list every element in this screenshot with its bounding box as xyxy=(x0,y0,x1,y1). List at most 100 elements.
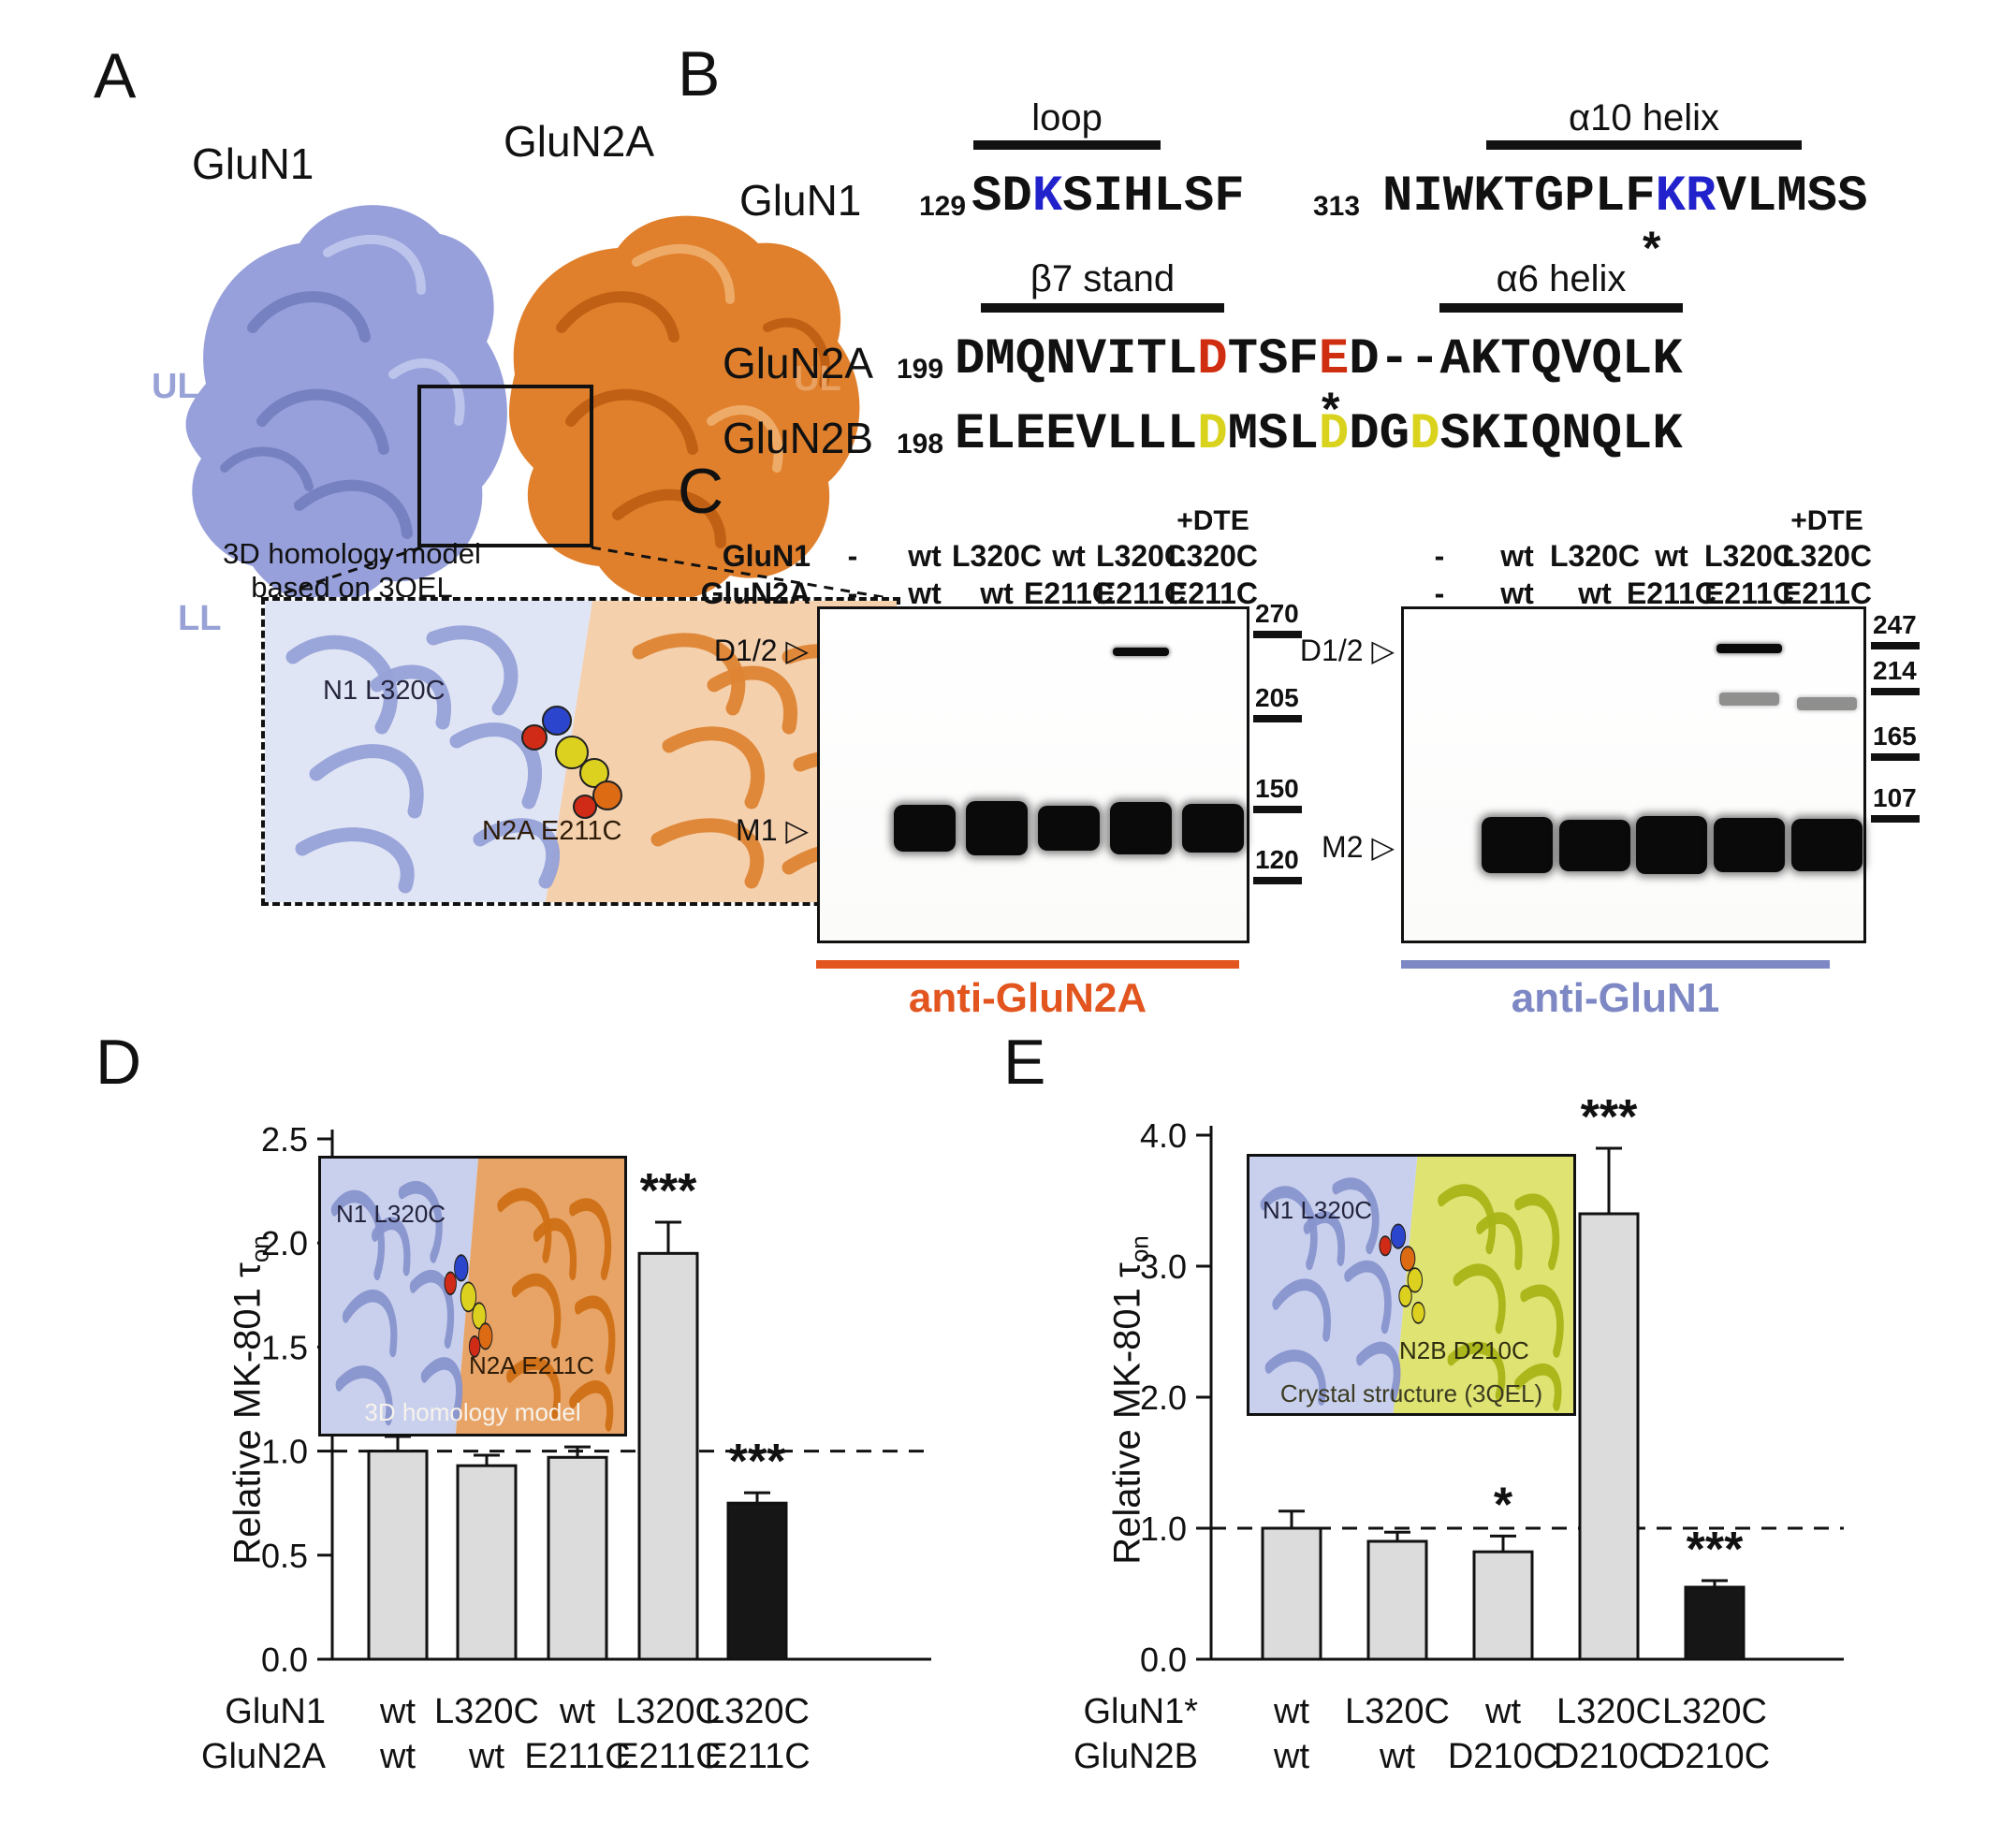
a10-helix-underline xyxy=(1486,140,1802,150)
sequence-segment: SD xyxy=(971,168,1032,226)
bar xyxy=(1472,1550,1534,1661)
mw-marker-label: 270 xyxy=(1255,599,1299,628)
y-tick-label: 2.0 xyxy=(261,1224,308,1262)
chart-d-inset-cartoon xyxy=(321,1159,624,1434)
glun1-start2: 313 xyxy=(1313,191,1361,222)
dimer-band xyxy=(1113,648,1169,656)
lane-label-row1: L320C xyxy=(1781,539,1873,573)
residue-sphere xyxy=(1398,1285,1412,1307)
lane-label-row2: - xyxy=(1434,576,1445,610)
dimer-arrow-label: D1/2 ▷ xyxy=(713,634,809,667)
panel-b-label: B xyxy=(678,38,721,109)
partner-cartoon-region xyxy=(1393,1157,1573,1413)
residue-sphere xyxy=(1390,1223,1407,1249)
x-category-row2: E211C xyxy=(524,1737,630,1776)
glun2b-row-name: GluN2B xyxy=(723,414,874,462)
sequence-segment: K xyxy=(1031,168,1063,226)
y-tick-label: 0.5 xyxy=(261,1537,308,1575)
monomer-band xyxy=(1636,816,1707,874)
x-category-row2: E211C xyxy=(704,1737,810,1776)
partner-cartoon-region xyxy=(546,601,897,902)
x-row-name-1: GluN1 xyxy=(225,1692,326,1731)
nmda-receptor-structure xyxy=(185,205,860,605)
mw-marker-label: 214 xyxy=(1873,656,1917,685)
monomer-band xyxy=(1791,819,1863,871)
lane-label-row2: E211C xyxy=(1095,576,1187,610)
inset-caption: 3D homology model based on 3QEL xyxy=(183,537,520,605)
helix-ribbon xyxy=(285,634,398,735)
lane-label-row2: - xyxy=(847,576,858,610)
sequence-segment: ELEEVLLL xyxy=(955,406,1198,463)
bar xyxy=(1366,1539,1428,1661)
panel-c-label: C xyxy=(678,456,724,527)
helix-ribbon xyxy=(1514,1363,1562,1411)
monomer-arrow-label: M2 ▷ xyxy=(1322,830,1395,864)
blot-membrane xyxy=(1401,606,1866,943)
helix-ribbon xyxy=(1260,1186,1318,1271)
residue-sphere xyxy=(1407,1267,1424,1293)
helix-ribbon xyxy=(1303,1211,1346,1267)
significance-stars: * xyxy=(1494,1478,1513,1532)
ul-left-label: UL xyxy=(152,367,199,406)
bar xyxy=(726,1501,788,1661)
chart-e-inset-residue1: N1 L320C xyxy=(1263,1196,1373,1224)
significance-stars: *** xyxy=(640,1164,697,1218)
glun1-row-name: GluN1 xyxy=(739,176,862,225)
helix-ribbon xyxy=(342,1290,398,1358)
helix-ribbon xyxy=(398,1180,443,1263)
chart-e-inset-residue2: N2B D210C xyxy=(1399,1336,1529,1364)
lane-label-row1: L320C xyxy=(1549,539,1641,573)
helix-ribbon xyxy=(569,1380,614,1432)
x-category-row2: D210C xyxy=(1659,1737,1770,1776)
sequence-segment: D xyxy=(1318,406,1350,463)
sequence-segment: VLMSS xyxy=(1716,168,1868,226)
blot-row-name-glun1: GluN1 xyxy=(722,539,811,573)
x-category-row1: L320C xyxy=(1556,1692,1661,1731)
antibody-label: anti-GluN1 xyxy=(1511,975,1720,1021)
helix-ribbon xyxy=(533,1218,577,1281)
homology-model-cartoon xyxy=(265,601,897,902)
lane-label-row2: E211C xyxy=(1781,576,1873,610)
bar xyxy=(1578,1212,1640,1661)
mw-marker-tick xyxy=(1871,642,1920,649)
glun2a-asterisk: * xyxy=(1322,383,1340,435)
sequence-segment: D xyxy=(1197,331,1228,388)
glun2a-row-name: GluN2A xyxy=(723,339,874,387)
x-category-row1: wt xyxy=(559,1692,595,1731)
residue-sphere xyxy=(472,1302,487,1330)
helix-ribbon xyxy=(497,1188,552,1263)
helix-ribbon xyxy=(506,1357,561,1422)
blot-row-name-glun2a: GluN2A xyxy=(700,576,811,610)
mw-marker-label: 107 xyxy=(1873,783,1917,812)
monomer-band xyxy=(894,805,956,852)
residue-sphere xyxy=(444,1271,457,1296)
glun1-sequence-1: SDKSIHLSF xyxy=(971,168,1245,226)
mw-marker-tick xyxy=(1253,715,1302,722)
mw-marker-tick xyxy=(1253,877,1302,884)
x-category-row2: D210C xyxy=(1448,1737,1558,1776)
faint-band xyxy=(1797,697,1857,710)
monomer-band xyxy=(1038,806,1100,851)
monomer-arrow-label: M1 ▷ xyxy=(736,813,809,847)
x-row-name-2: GluN2B xyxy=(1074,1737,1198,1776)
chart-d: 0.0 0.5 1.0 1.5 2.0 2.5 wt wt L320C wt wt E211C *** L… xyxy=(201,1120,931,1776)
glun2a-subunit-blob xyxy=(509,215,860,602)
residue-sphere xyxy=(542,706,572,736)
antibody-label: anti-GluN2A xyxy=(908,975,1147,1021)
lane-label-row1: L320C xyxy=(1095,539,1187,573)
dimer-arrow-label: D1/2 ▷ xyxy=(1299,634,1395,667)
glun2a-start: 199 xyxy=(897,354,944,385)
x-row-name-1: GluN1* xyxy=(1084,1692,1199,1731)
loop-underline xyxy=(973,140,1161,150)
antibody-underline xyxy=(816,960,1239,969)
residue-sphere xyxy=(579,758,609,788)
residue-sphere xyxy=(478,1322,493,1350)
chart-e-inset: N1 L320C N2B D210C Crystal structure (3Q… xyxy=(1247,1154,1576,1416)
sequence-segment: D xyxy=(1410,406,1440,463)
panel-a-label: A xyxy=(94,40,137,111)
helix-ribbon xyxy=(1447,1341,1506,1402)
inset-caption-line1: 3D homology model xyxy=(223,537,481,570)
chart-d-inset-caption: 3D homology model xyxy=(364,1398,581,1426)
lane-label-row1: wt xyxy=(908,539,942,573)
